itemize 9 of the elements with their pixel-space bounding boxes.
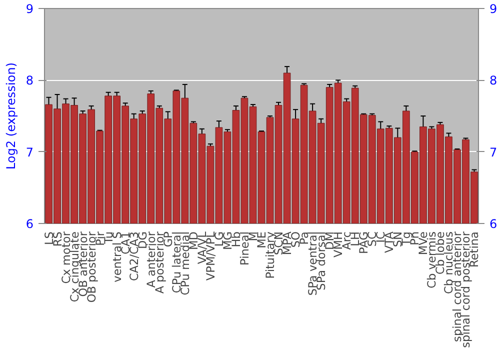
y-tick-label: 8 xyxy=(26,74,34,88)
y-axis-title: Log2 (expression) xyxy=(4,62,18,170)
y-tick-label: 6 xyxy=(26,217,34,231)
y2-tick-label: 6 xyxy=(490,217,498,231)
y2-tick-label: 7 xyxy=(490,145,498,160)
y2-tick-label: 9 xyxy=(490,2,498,16)
y-tick-label: 7 xyxy=(26,145,34,160)
y2-tick-label: 8 xyxy=(490,74,498,88)
y-tick-label: 9 xyxy=(26,2,34,16)
